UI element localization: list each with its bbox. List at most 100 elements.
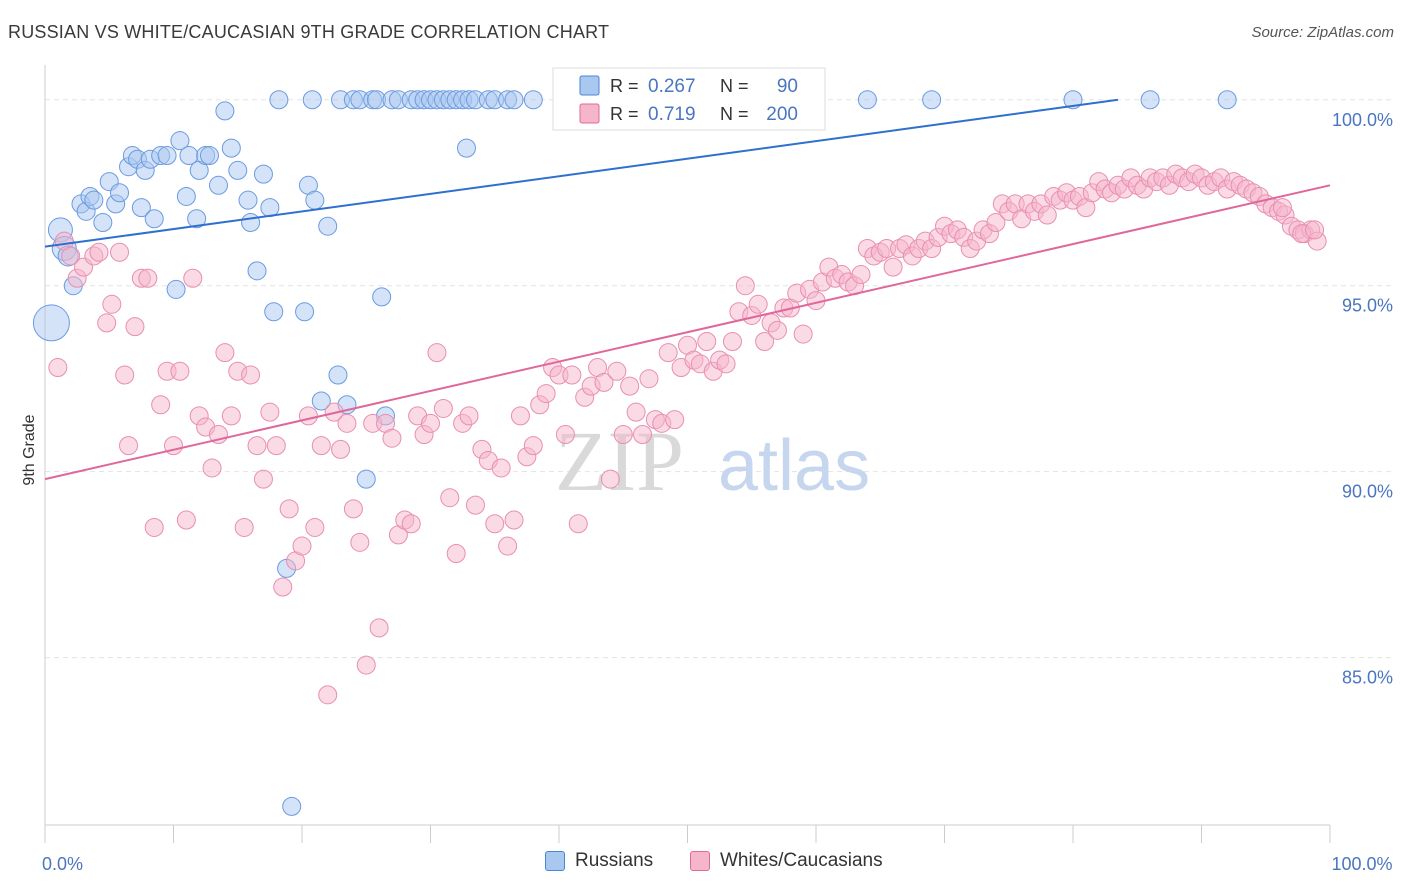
russians-point (238, 190, 258, 210)
russians-point (305, 190, 325, 210)
whites-point (716, 354, 736, 374)
whites-point (793, 324, 813, 344)
whites-point (61, 246, 81, 266)
russians-point (302, 90, 322, 110)
russians-point (356, 469, 376, 489)
whites-point (331, 439, 351, 459)
whites-point (350, 532, 370, 552)
whites-point (234, 517, 254, 537)
whites-point (440, 488, 460, 508)
russians-point (264, 302, 284, 322)
watermark-atlas: atlas (718, 426, 870, 506)
stats-r-label-2: R = (610, 104, 639, 124)
whites-point (620, 376, 640, 396)
legend-item-whites[interactable]: Whites/Caucasians (690, 850, 883, 872)
russians-point (93, 212, 113, 232)
russians-point (157, 146, 177, 166)
stats-swatch-pink (579, 103, 600, 124)
whites-point (170, 361, 190, 381)
whites-point (247, 436, 267, 456)
russians-point (215, 101, 235, 121)
watermark: ZIP atlas (555, 413, 870, 509)
legend-swatch-russians (545, 851, 565, 871)
whites-point (151, 395, 171, 415)
russians-trend-line (44, 98, 1119, 248)
whites-point (722, 332, 742, 352)
whites-point (427, 343, 447, 363)
whites-point (266, 436, 286, 456)
whites-point (110, 242, 130, 262)
russians-point (199, 146, 219, 166)
whites-point (311, 436, 331, 456)
whites-point (665, 410, 685, 430)
whites-point (241, 365, 261, 385)
russians-point (456, 138, 476, 158)
whites-point (433, 398, 453, 418)
whites-point (504, 510, 524, 530)
whites-point (536, 384, 556, 404)
stats-n-value-1: 90 (777, 76, 798, 97)
whites-point (401, 514, 421, 534)
whites-point (298, 406, 318, 426)
whites-point (1305, 220, 1325, 240)
whites-point (183, 268, 203, 288)
russians-point (922, 90, 942, 110)
russians-point (311, 391, 331, 411)
x-tick-label: 100.0% (1331, 854, 1392, 874)
russians-point (372, 287, 392, 307)
russians-point (1063, 90, 1083, 110)
chart-title: RUSSIAN VS WHITE/CAUCASIAN 9TH GRADE COR… (8, 22, 610, 42)
legend-label-russians: Russians (575, 850, 654, 871)
whites-point (144, 517, 164, 537)
whites-point (639, 369, 659, 389)
russians-point (241, 212, 261, 232)
x-tick-label: 0.0% (42, 854, 83, 874)
whites-point (119, 436, 139, 456)
whites-point (626, 402, 646, 422)
whites-point (221, 406, 241, 426)
whites-point (697, 332, 717, 352)
stats-legend: R = 0.267 N = 90 R = 0.719 N = 200 (552, 67, 826, 131)
source-label: Source: ZipAtlas.com (1251, 24, 1394, 41)
whites-point (607, 361, 627, 381)
legend-item-russians[interactable]: Russians (545, 850, 653, 872)
stats-r-value-1: 0.267 (648, 76, 696, 97)
whites-point (292, 536, 312, 556)
russians-point (295, 302, 315, 322)
whites-point (115, 365, 135, 385)
whites-point (658, 343, 678, 363)
whites-point (318, 685, 338, 705)
russians-point (110, 183, 130, 203)
whites-point (851, 265, 871, 285)
whites-point (459, 406, 479, 426)
russians-point (170, 131, 190, 151)
whites-point (382, 428, 402, 448)
whites-point (883, 257, 903, 277)
y-tick-label: 100.0% (1332, 110, 1393, 130)
russians-point (1140, 90, 1160, 110)
legend-swatch-whites (690, 851, 710, 871)
whites-point (735, 276, 755, 296)
whites-point (600, 469, 620, 489)
stats-n-label-2: N = (720, 104, 749, 124)
whites-point (1037, 205, 1057, 225)
whites-point (279, 499, 299, 519)
whites-point (510, 406, 530, 426)
whites-point (748, 294, 768, 314)
russians-point (282, 796, 302, 816)
whites-trend-line (44, 184, 1331, 481)
y-tick-label: 85.0% (1342, 668, 1393, 688)
trend-lines (44, 98, 1331, 481)
russians-point (504, 90, 524, 110)
y-tick-label: 95.0% (1342, 296, 1393, 316)
whites-point (253, 469, 273, 489)
russians-point (187, 209, 207, 229)
russians-point (32, 304, 70, 342)
russians-point (221, 138, 241, 158)
whites-point (421, 413, 440, 433)
russians-point (318, 216, 338, 236)
whites-point (215, 343, 235, 363)
whites-point (485, 514, 505, 534)
whites-point (986, 212, 1006, 232)
